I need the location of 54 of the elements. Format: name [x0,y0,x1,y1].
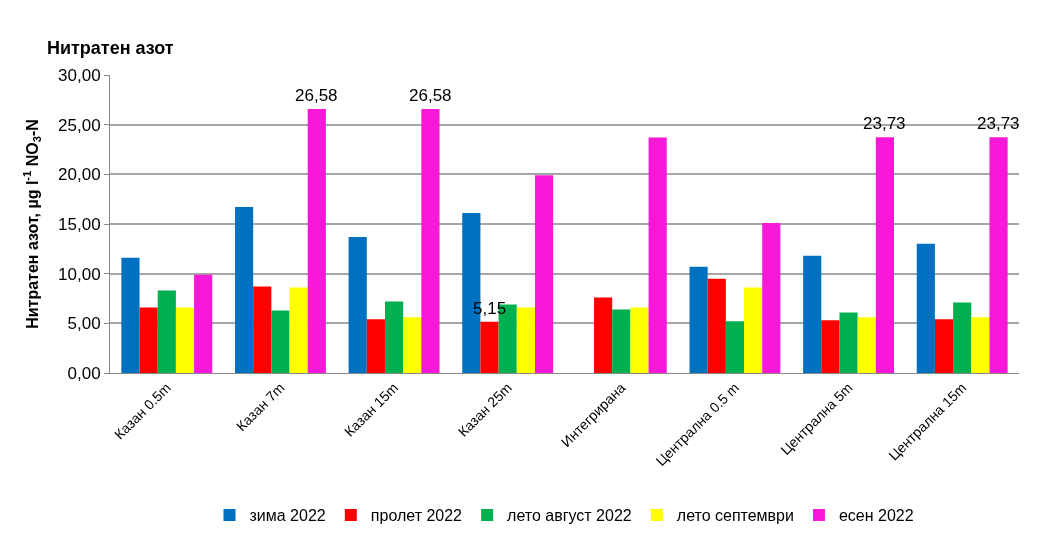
bar [366,319,385,373]
bar [194,274,213,373]
y-tick-label: 25,00 [58,115,101,135]
bar [139,307,158,373]
data-label: 26,58 [409,86,452,105]
bar [689,266,708,373]
bar [534,175,554,373]
bar [762,223,781,373]
bar [630,307,649,373]
chart-title: Нитратен азот [46,38,174,59]
legend-label: лето август 2022 [507,507,632,525]
legend-label: пролет 2022 [370,507,463,525]
bar [253,286,272,373]
y-tick-label: 20,00 [58,165,101,185]
bar [271,310,290,373]
bar [289,287,308,373]
bar [857,317,876,373]
bar [384,301,404,373]
bar [612,309,631,373]
bar [875,137,895,373]
bar [803,255,822,373]
bar [821,320,840,373]
y-tick-label: 15,00 [58,214,101,234]
legend-label: лето септември [676,507,794,525]
bar [916,243,935,373]
bar [594,297,613,373]
bar [421,108,440,373]
bar [121,257,140,373]
bar [480,321,499,373]
data-label: 23,73 [977,114,1020,133]
y-tick-label: 10,00 [58,264,101,284]
legend-label: есен 2022 [838,507,914,525]
bar [934,319,954,373]
y-tick-label: 30,00 [58,65,101,85]
data-label: 23,73 [863,114,906,133]
bar [516,307,535,373]
bar [157,290,176,373]
y-tick-label: 5,00 [67,314,101,334]
bar [839,312,858,373]
bar [971,317,990,373]
data-label: 26,58 [295,86,338,105]
bar [707,278,726,373]
bar [953,302,972,373]
bar [234,207,254,373]
y-tick-label: 0,00 [67,363,101,383]
bar [307,108,326,373]
bar [648,137,667,373]
bar [989,137,1008,373]
bar [403,317,422,373]
legend-label: зима 2022 [249,507,326,525]
bar [744,287,763,373]
bar [725,321,745,373]
bar [175,307,195,373]
bar [348,236,367,373]
